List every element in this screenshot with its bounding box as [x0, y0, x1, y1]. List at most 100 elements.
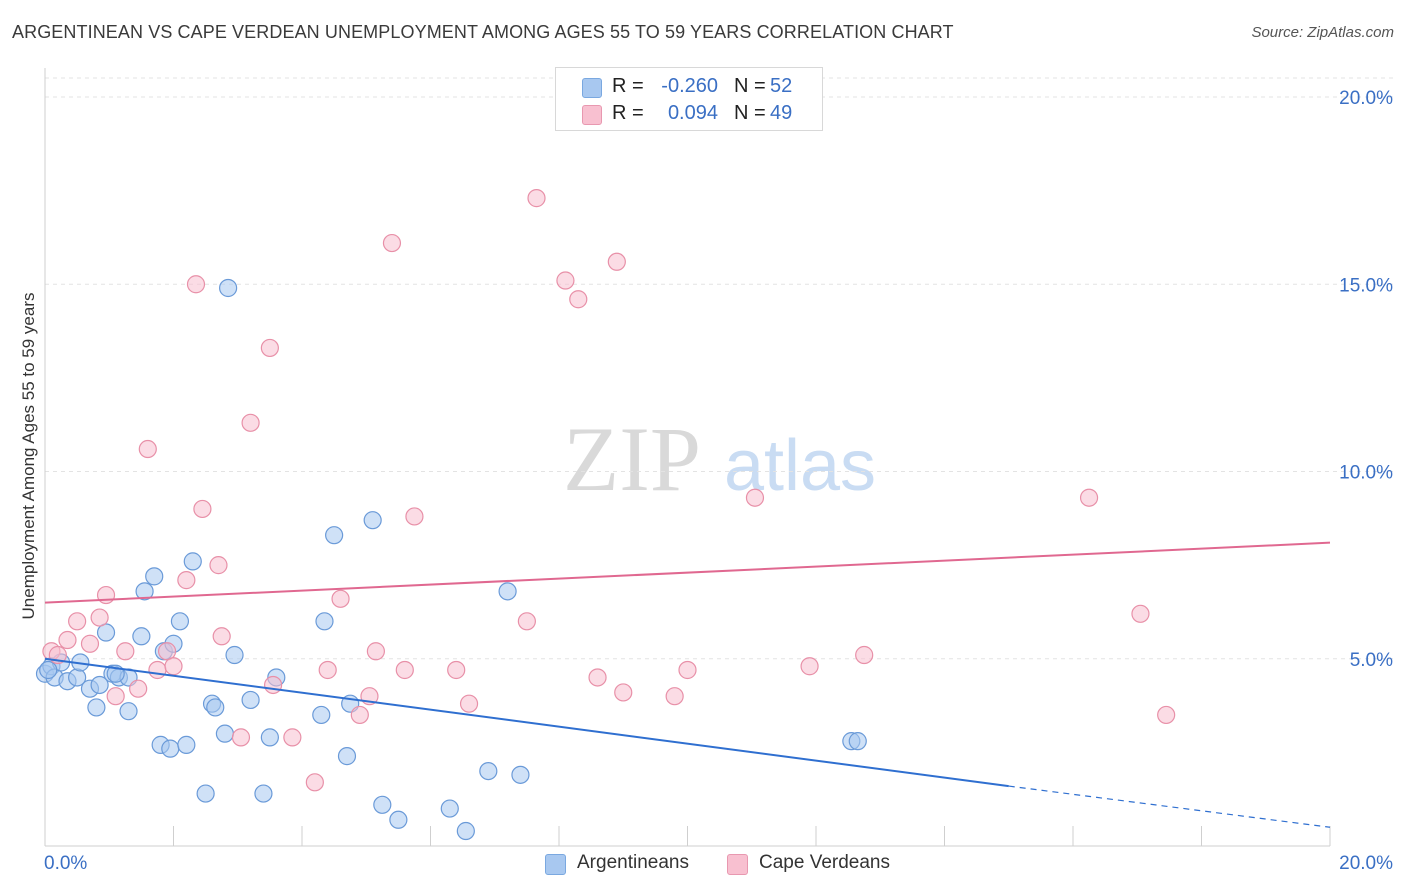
cape-verdean-point [614, 683, 633, 702]
argentinean-point [135, 582, 154, 601]
cape-verdean-point [106, 687, 125, 706]
cape-verdean-point [569, 290, 588, 309]
cape-verdean-point [209, 556, 228, 575]
cape-verdean-point [517, 612, 536, 631]
cape-verdean-point [1131, 604, 1150, 623]
x-tick-label-min: 0.0% [44, 853, 87, 874]
cape-verdean-point [405, 507, 424, 526]
cape-verdean-point [129, 679, 148, 698]
argentinean-point [325, 526, 344, 545]
cape-verdean-point [241, 413, 260, 432]
argentinean-point [456, 821, 475, 841]
y-tick-label: 15.0% [1339, 275, 1393, 296]
argentinean-point [254, 784, 273, 803]
argentinean-point [87, 698, 106, 717]
argentinean-point [363, 511, 382, 530]
legend-r-value: -0.260 [661, 75, 718, 97]
argentinean-point [373, 795, 392, 814]
argentinean-point [312, 705, 331, 725]
cape-verdean-point [231, 728, 251, 747]
legend-swatch-cape-verdeans [582, 105, 602, 125]
cape-verdean-point [90, 608, 109, 627]
legend-r-value: 0.094 [667, 102, 718, 124]
legend-r-label: R = [612, 75, 644, 97]
argentinean-point [170, 612, 190, 631]
y-tick-label: 20.0% [1339, 88, 1393, 109]
cape-verdean-point [186, 275, 206, 294]
cape-verdean-point [350, 705, 369, 725]
y-axis-label: Unemployment Among Ages 55 to 59 years [19, 292, 38, 620]
argentinean-point [96, 623, 116, 642]
cape-verdean-point [1079, 488, 1099, 507]
cape-verdean-point [331, 589, 350, 608]
cape-verdean-point [459, 694, 479, 713]
argentinean-point [498, 582, 517, 601]
cape-verdean-point [148, 660, 167, 680]
argentinean-point [119, 702, 138, 721]
legend-n-value: 49 [770, 102, 793, 124]
argentinean-point [260, 728, 279, 747]
legend-n-value: 52 [770, 75, 793, 97]
swatch-cape-verdeans [727, 854, 748, 875]
cape-verdean-point [96, 585, 116, 605]
cape-verdean-point [800, 657, 819, 676]
cape-verdean-point [263, 675, 283, 695]
argentinean-point [440, 799, 459, 818]
swatch-argentineans [545, 854, 566, 875]
cape-verdean-point [80, 634, 100, 653]
argentinean-point [215, 724, 234, 743]
legend-row-cape-verdeans: R = 0.094 N = 49 [556, 99, 822, 127]
chart-title: ARGENTINEAN VS CAPE VERDEAN UNEMPLOYMENT… [12, 22, 954, 42]
legend-n-label: N = [734, 75, 766, 97]
legend-r-label: R = [612, 102, 644, 124]
argentinean-point [196, 784, 215, 803]
argentinean-point [161, 739, 180, 758]
series-label-argentineans: Argentineans [577, 852, 689, 873]
cape-verdean-point [665, 687, 684, 706]
argentinean-point [145, 567, 164, 586]
argentinean-point [241, 690, 260, 710]
y-tick-label: 10.0% [1339, 463, 1393, 484]
x-tick-label-max: 20.0% [1339, 853, 1393, 874]
cape-verdean-trend-line [44, 541, 1331, 604]
cape-verdean-point [260, 338, 279, 358]
cape-verdean-point [855, 645, 874, 665]
cape-verdean-point [447, 660, 466, 680]
source-label: Source: ZipAtlas.com [1251, 24, 1394, 41]
cape-verdean-point [283, 728, 302, 747]
argentinean-point [132, 627, 151, 646]
cape-verdean-point [138, 439, 157, 459]
cape-verdean-point [395, 660, 414, 680]
argentinean-point [511, 765, 530, 784]
watermark-zip: ZIP [563, 408, 701, 510]
argentinean-point [183, 552, 202, 571]
cape-verdean-point [527, 189, 546, 208]
cape-verdean-point [68, 612, 87, 631]
cape-verdean-point [164, 657, 183, 676]
argentinean-point [219, 278, 238, 298]
argentinean-point [39, 660, 58, 680]
correlation-legend: R = -0.260 N = 52 R = 0.094 N = 49 [555, 67, 823, 131]
argentinean-point [848, 732, 867, 751]
argentinean-trend-extension [1008, 785, 1331, 828]
cape-verdean-point [318, 660, 337, 680]
cape-verdean-point [116, 642, 135, 661]
cape-verdean-point [382, 233, 402, 253]
cape-verdean-point [366, 642, 385, 661]
legend-row-argentineans: R = -0.260 N = 52 [556, 72, 822, 100]
argentinean-point [206, 698, 225, 717]
cape-verdean-point [607, 252, 626, 271]
legend-n-label: N = [734, 102, 766, 124]
argentinean-point [315, 612, 334, 631]
cape-verdean-point [556, 271, 575, 290]
argentinean-point [389, 810, 408, 829]
cape-verdean-point [745, 488, 765, 507]
argentinean-point [479, 761, 498, 781]
y-tick-label: 5.0% [1350, 650, 1393, 671]
cape-verdean-point [678, 660, 697, 680]
cape-verdean-point [157, 642, 177, 661]
argentinean-point [90, 675, 109, 695]
cape-verdean-point [588, 668, 607, 687]
argentinean-point [225, 645, 244, 665]
